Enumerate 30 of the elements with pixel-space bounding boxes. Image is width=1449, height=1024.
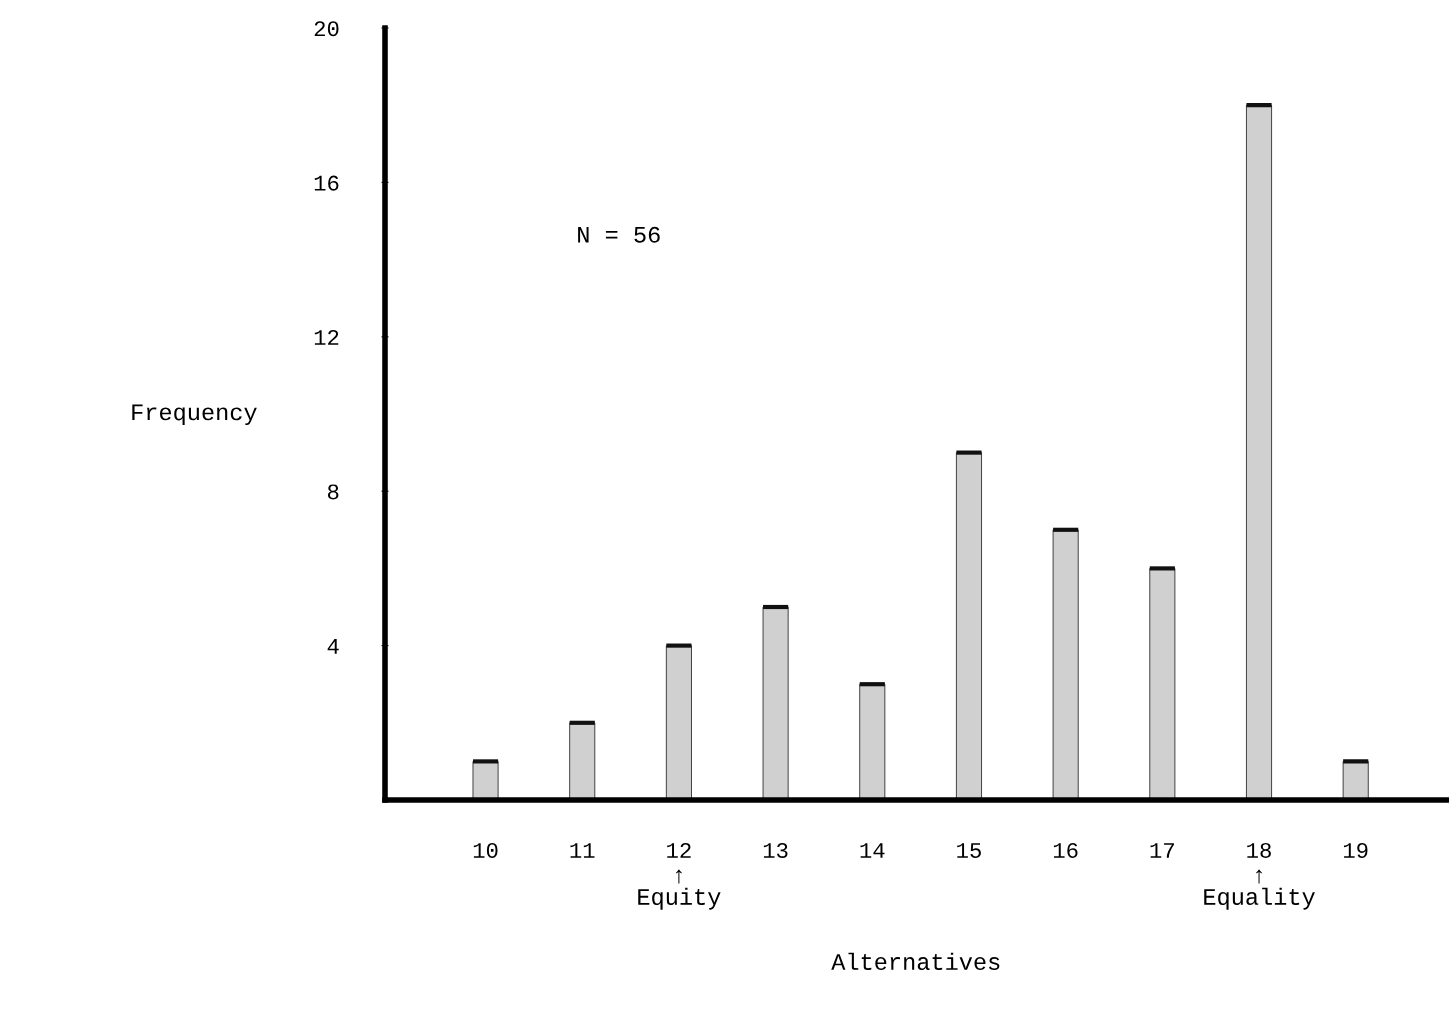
bar — [762, 606, 789, 800]
x-tick-label: 19 — [1343, 842, 1368, 858]
x-tick-label: 12 — [667, 842, 691, 858]
y-axis-title: Frequency — [132, 404, 257, 425]
x-axis-title: Alternatives — [831, 952, 1000, 970]
y-tick-label: 16 — [314, 175, 339, 191]
x-tick-label: 11 — [570, 843, 595, 858]
bar — [1342, 760, 1369, 800]
x-tick-label: 14 — [860, 843, 885, 858]
bar — [569, 722, 596, 800]
y-tick-label: 8 — [327, 484, 339, 500]
bar — [1052, 529, 1079, 800]
bar — [472, 760, 499, 800]
x-tick-label: 13 — [763, 842, 788, 858]
bar — [955, 452, 982, 800]
annotation: N = 56 — [578, 226, 660, 243]
text: ↑ Equality — [1204, 869, 1315, 910]
bar — [1246, 104, 1273, 800]
bar — [1149, 567, 1176, 800]
x-tick-label: 17 — [1150, 843, 1174, 858]
bar — [665, 645, 692, 800]
x-tick-label: 18 — [1247, 842, 1271, 858]
y-tick-label: 4 — [327, 639, 339, 654]
y-tick-label: 12 — [314, 329, 339, 345]
text: ↑ Equity — [638, 869, 721, 910]
y-tick-label: 20 — [314, 21, 339, 37]
bar — [859, 683, 886, 800]
x-tick-label: 16 — [1053, 842, 1078, 858]
x-tick-label: 15 — [957, 843, 981, 858]
x-tick-label: 10 — [473, 842, 498, 858]
